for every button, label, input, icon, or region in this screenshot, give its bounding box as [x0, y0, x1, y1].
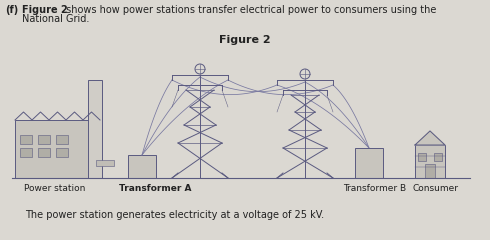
Polygon shape [415, 131, 445, 145]
Text: shows how power stations transfer electrical power to consumers using the: shows how power stations transfer electr… [63, 5, 437, 15]
Bar [425, 164, 435, 178]
Bar [415, 145, 445, 178]
Text: The power station generates electricity at a voltage of 25 kV.: The power station generates electricity … [25, 210, 324, 220]
Bar [56, 148, 68, 157]
Bar [128, 155, 156, 178]
Text: Transformer B: Transformer B [343, 184, 407, 193]
Bar [96, 160, 114, 166]
Bar [418, 153, 426, 161]
Text: Power station: Power station [24, 184, 86, 193]
Bar [88, 80, 102, 178]
Bar [56, 135, 68, 144]
Text: National Grid.: National Grid. [22, 14, 89, 24]
Bar [15, 120, 100, 178]
Bar [20, 135, 32, 144]
Text: Consumer: Consumer [412, 184, 458, 193]
Text: Transformer A: Transformer A [119, 184, 191, 193]
Bar [38, 135, 50, 144]
Bar [38, 148, 50, 157]
Bar [355, 148, 383, 178]
Bar [20, 148, 32, 157]
Text: Figure 2: Figure 2 [22, 5, 68, 15]
Text: (f): (f) [5, 5, 18, 15]
Bar [434, 153, 442, 161]
Text: Figure 2: Figure 2 [219, 35, 271, 45]
